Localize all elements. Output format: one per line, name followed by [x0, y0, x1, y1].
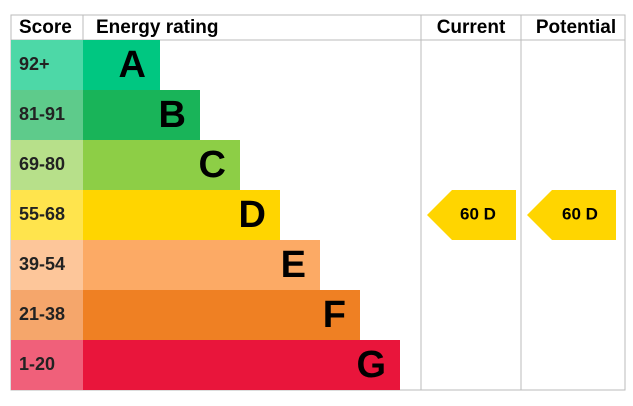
rating-letter: B — [159, 94, 186, 136]
header-rating: Energy rating — [96, 17, 218, 38]
score-label: 39-54 — [19, 254, 65, 274]
rating-bar — [83, 340, 400, 390]
score-label: 69-80 — [19, 154, 65, 174]
bands: 92+ A 81-91 B 69-80 C 55-68 D 39-54 E 21-38 F 1-20 G — [11, 40, 400, 390]
rating-letter: G — [356, 344, 386, 386]
current-rating: 60 D — [460, 204, 496, 223]
score-cell — [11, 40, 83, 90]
rating-letter: E — [281, 244, 306, 286]
potential-rating: 60 D — [562, 204, 598, 223]
score-label: 21-38 — [19, 304, 65, 324]
header-score: Score — [19, 17, 72, 38]
rating-letter: D — [239, 194, 266, 236]
score-label: 81-91 — [19, 104, 65, 124]
score-cell — [11, 90, 83, 140]
rating-bar — [83, 240, 320, 290]
rating-letter: F — [323, 294, 346, 336]
rating-letter: A — [119, 44, 146, 86]
score-label: 55-68 — [19, 204, 65, 224]
score-cell — [11, 290, 83, 340]
score-cell — [11, 190, 83, 240]
header-current: Current — [437, 17, 506, 38]
rating-bar — [83, 140, 240, 190]
rating-bar — [83, 90, 200, 140]
score-cell — [11, 240, 83, 290]
rating-bar — [83, 40, 160, 90]
rating-bar — [83, 290, 360, 340]
current-arrow — [427, 190, 516, 240]
potential-arrow — [527, 190, 616, 240]
header-potential: Potential — [536, 17, 616, 38]
rating-letter: C — [199, 144, 226, 186]
rating-bar — [83, 190, 280, 240]
score-cell — [11, 340, 83, 390]
score-cell — [11, 140, 83, 190]
score-label: 92+ — [19, 54, 50, 74]
score-label: 1-20 — [19, 354, 55, 374]
